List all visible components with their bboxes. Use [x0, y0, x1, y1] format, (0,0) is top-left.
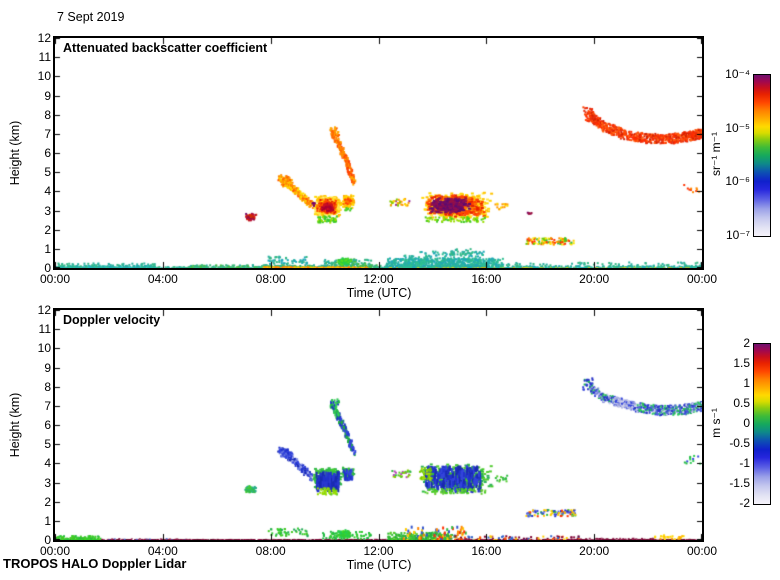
y-axis-label-velocity: Height (km) — [8, 392, 22, 458]
y-tick-label: 11 — [38, 322, 51, 337]
y-tick-label: 10 — [37, 341, 51, 356]
velocity-colorbar-unit: m s⁻¹ — [709, 408, 723, 438]
colorbar-tick-label: 10⁻⁴ — [725, 67, 750, 81]
y-tick-label: 2 — [44, 494, 51, 509]
y-tick-label: 6 — [44, 146, 51, 160]
y-tick-label: 0 — [44, 533, 51, 547]
y-tick-label: 7 — [44, 126, 51, 141]
y-tick-label: 12 — [37, 303, 51, 317]
y-tick-label: 3 — [44, 475, 51, 490]
credit-label: TROPOS HALO Doppler Lidar — [3, 556, 187, 571]
y-tick-label: 2 — [44, 222, 51, 237]
backscatter-heatmap-canvas — [55, 38, 702, 268]
y-tick-label: 3 — [44, 203, 51, 218]
y-tick-label: 1 — [44, 241, 51, 256]
y-tick-label: 9 — [44, 360, 51, 375]
y-tick-label: 8 — [44, 379, 51, 394]
colorbar-tick-label: 1.5 — [733, 356, 750, 370]
colorbar-tick-label: -2 — [739, 496, 750, 510]
x-tick-label: 00:00 — [39, 272, 71, 286]
y-tick-label: 11 — [38, 50, 51, 65]
colorbar-tick-label: -0.5 — [729, 436, 750, 450]
colorbar-tick-label: -1 — [739, 456, 750, 470]
x-tick-label: 12:00 — [363, 544, 394, 558]
x-tick-label: 12:00 — [363, 272, 394, 286]
y-tick-label: 7 — [44, 398, 51, 413]
y-tick-label: 10 — [37, 69, 51, 84]
backscatter-panel-title: Attenuated backscatter coefficient — [63, 41, 268, 55]
colorbar-tick-label: 1 — [743, 376, 750, 390]
y-tick-label: 9 — [44, 88, 51, 103]
y-tick-label: 8 — [44, 107, 51, 122]
y-tick-label: 5 — [44, 165, 51, 180]
y-tick-label: 0 — [44, 261, 51, 275]
backscatter-colorbar-unit: sr⁻¹ m⁻¹ — [709, 132, 723, 176]
x-tick-label: 20:00 — [579, 272, 610, 286]
velocity-panel-title: Doppler velocity — [63, 313, 161, 327]
y-axis-label-backscatter: Height (km) — [8, 120, 22, 186]
x-tick-label: 00:00 — [686, 272, 718, 286]
backscatter-colorbar — [753, 74, 771, 237]
y-tick-label: 6 — [44, 418, 51, 432]
velocity-colorbar — [753, 343, 771, 505]
x-tick-label: 08:00 — [255, 544, 286, 558]
date-label: 7 Sept 2019 — [57, 10, 125, 24]
y-tick-label: 12 — [37, 31, 51, 45]
x-tick-label: 08:00 — [255, 272, 286, 286]
colorbar-tick-label: 2 — [743, 336, 750, 350]
y-tick-label: 5 — [44, 437, 51, 452]
velocity-heatmap-canvas — [55, 310, 702, 540]
colorbar-tick-label: 10⁻⁶ — [725, 174, 750, 189]
y-tick-label: 1 — [44, 513, 51, 528]
colorbar-tick-label: -1.5 — [729, 476, 750, 490]
x-tick-label: 20:00 — [579, 544, 610, 558]
colorbar-tick-label: 10⁻⁷ — [725, 228, 750, 242]
x-tick-label: 04:00 — [147, 272, 178, 286]
y-tick-label: 4 — [44, 184, 51, 199]
velocity-panel: Doppler velocity — [53, 308, 704, 542]
x-axis-label-velocity: Time (UTC) — [346, 558, 412, 572]
x-tick-label: 16:00 — [471, 272, 502, 286]
x-tick-label: 16:00 — [471, 544, 502, 558]
y-tick-label: 4 — [44, 456, 51, 471]
x-axis-label-backscatter: Time (UTC) — [346, 286, 412, 300]
backscatter-panel: Attenuated backscatter coefficient — [53, 36, 704, 270]
x-tick-label: 00:00 — [686, 544, 718, 558]
